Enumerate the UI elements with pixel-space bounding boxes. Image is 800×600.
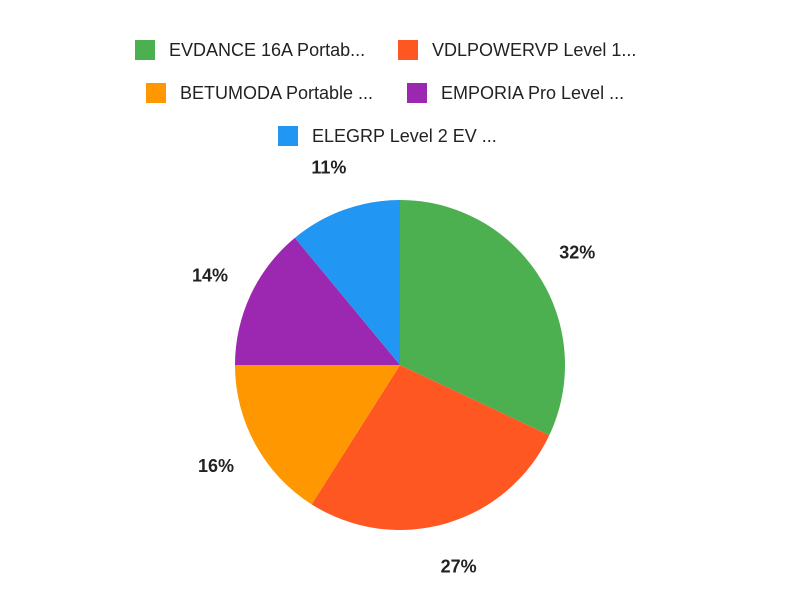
pie-slice-betumoda[interactable] (235, 365, 400, 505)
legend-swatch-vdlpowervp (398, 40, 418, 60)
legend-item-betumoda[interactable]: BETUMODA Portable ... (146, 80, 373, 106)
slice-value-label-elegrp: 11% (311, 157, 346, 177)
legend-label-elegrp: ELEGRP Level 2 EV ... (312, 126, 497, 146)
slice-value-label-emporia: 14% (192, 266, 228, 286)
legend-item-emporia[interactable]: EMPORIA Pro Level ... (407, 80, 624, 106)
legend-swatch-evdance (135, 40, 155, 60)
slice-value-label-vdlpowervp: 27% (441, 557, 477, 577)
legend-label-evdance: EVDANCE 16A Portab... (169, 40, 366, 60)
pie-slice-evdance[interactable] (400, 200, 565, 436)
legend-item-elegrp[interactable]: ELEGRP Level 2 EV ... (278, 123, 497, 149)
legend-swatch-betumoda (146, 83, 166, 103)
legend-label-vdlpowervp: VDLPOWERVP Level 1... (432, 40, 637, 60)
legend-label-emporia: EMPORIA Pro Level ... (441, 83, 625, 103)
pie-slice-vdlpowervp[interactable] (311, 365, 550, 530)
legend-label-betumoda: BETUMODA Portable ... (180, 83, 374, 103)
legend-swatch-elegrp (278, 126, 298, 146)
slice-value-label-betumoda: 16% (198, 456, 234, 476)
chart-legend: EVDANCE 16A Portab... VDLPOWERVP Level 1… (0, 0, 800, 170)
legend-swatch-emporia (407, 83, 427, 103)
slice-value-label-evdance: 32% (559, 242, 595, 262)
legend-item-vdlpowervp[interactable]: VDLPOWERVP Level 1... (398, 37, 636, 63)
legend-item-evdance[interactable]: EVDANCE 16A Portab... (135, 37, 365, 63)
pie-slice-elegrp[interactable] (294, 200, 400, 365)
pie-slice-emporia[interactable] (235, 237, 400, 365)
